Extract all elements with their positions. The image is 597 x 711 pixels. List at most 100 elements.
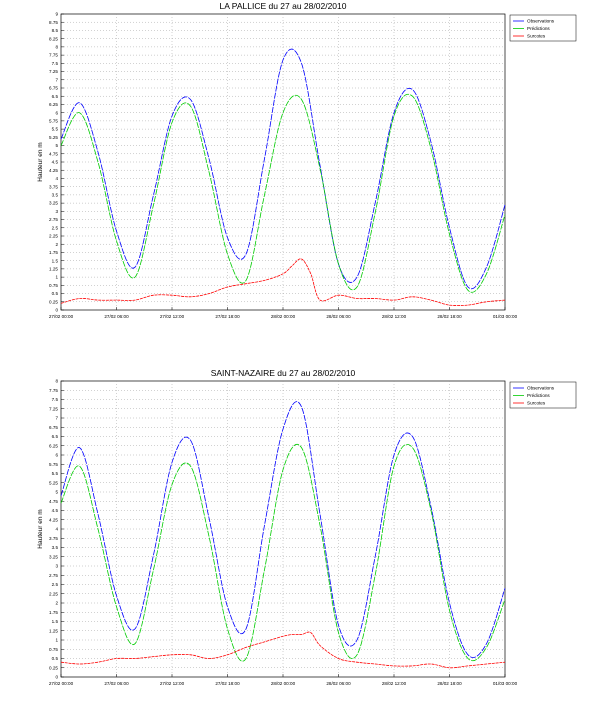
y-tick-label: 2.75 — [49, 573, 58, 578]
y-tick-label: 7 — [55, 416, 58, 421]
y-tick-label: 6.5 — [52, 434, 59, 439]
y-tick-label: 5 — [55, 143, 58, 148]
y-tick-label: 4.75 — [49, 499, 58, 504]
x-tick-label: 27/02 00:00 — [49, 314, 74, 319]
y-tick-label: 1.25 — [49, 628, 58, 633]
y-axis-label: Hauteur en m — [37, 142, 44, 181]
legend-label: Observations — [527, 19, 555, 24]
legend-label: Prédictions — [527, 393, 550, 398]
legend-label: Observations — [527, 386, 555, 391]
series-line-1 — [60, 401, 506, 658]
y-tick-label: 1.25 — [49, 266, 58, 271]
y-tick-label: 5 — [55, 490, 58, 495]
y-tick-label: 7 — [55, 77, 58, 82]
y-tick-label: 1.5 — [52, 258, 59, 263]
y-tick-label: 2.75 — [49, 217, 58, 222]
y-tick-label: 4.25 — [49, 517, 58, 522]
y-tick-label: 5.5 — [52, 471, 59, 476]
y-tick-label: 8 — [55, 379, 58, 384]
y-tick-label: 6.25 — [49, 443, 58, 448]
y-tick-label: 1 — [55, 638, 58, 643]
y-tick-label: 5.5 — [52, 127, 59, 132]
y-tick-label: 5.25 — [49, 480, 58, 485]
y-tick-label: 0.5 — [52, 291, 59, 296]
y-tick-label: 5.25 — [49, 135, 58, 140]
y-tick-label: 4.25 — [49, 168, 58, 173]
y-tick-label: 6 — [55, 453, 58, 458]
y-tick-label: 8.5 — [52, 28, 59, 33]
y-tick-label: 3.75 — [49, 184, 58, 189]
y-tick-label: 8.25 — [49, 36, 58, 41]
chart-title: SAINT-NAZAIRE du 27 au 28/02/2010 — [211, 368, 356, 378]
y-tick-label: 7.75 — [49, 388, 58, 393]
y-tick-label: 4.5 — [52, 160, 59, 165]
y-tick-label: 2 — [55, 242, 58, 247]
y-tick-label: 0 — [55, 675, 58, 680]
y-tick-label: 2.5 — [52, 225, 59, 230]
y-tick-label: 1 — [55, 275, 58, 280]
y-axis-label: Hauteur en m — [37, 509, 44, 548]
y-tick-label: 0.5 — [52, 656, 59, 661]
x-tick-label: 28/02 12:00 — [382, 681, 407, 686]
x-tick-label: 27/02 06:00 — [104, 314, 129, 319]
y-tick-label: 7.5 — [52, 61, 59, 66]
legend-label: Prédictions — [527, 26, 550, 31]
x-tick-label: 28/02 12:00 — [382, 314, 407, 319]
x-tick-label: 27/02 18:00 — [215, 681, 240, 686]
y-tick-label: 0.75 — [49, 283, 58, 288]
y-tick-label: 1.75 — [49, 250, 58, 255]
y-tick-label: 6 — [55, 110, 58, 115]
chart-panel-1: 0 0.25 0.5 0.75 1 1.25 1.5 1.75 2 2.25 2.5 2.75 3 3.2… — [37, 1, 577, 319]
x-tick-label: 28/02 06:00 — [326, 314, 351, 319]
series-line-3 — [60, 631, 506, 669]
y-tick-label: 0.25 — [49, 665, 58, 670]
y-tick-label: 6.75 — [49, 425, 58, 430]
legend-label: Surcotes — [527, 401, 546, 406]
y-tick-label: 3.5 — [52, 192, 59, 197]
y-tick-label: 3 — [55, 209, 58, 214]
y-tick-label: 9 — [55, 12, 58, 17]
series-line-3 — [60, 258, 506, 306]
x-tick-label: 28/02 00:00 — [271, 681, 296, 686]
y-tick-label: 3.25 — [49, 554, 58, 559]
y-tick-label: 0.25 — [49, 299, 58, 304]
y-tick-label: 6.5 — [52, 94, 59, 99]
x-tick-label: 27/02 06:00 — [104, 681, 129, 686]
y-tick-label: 3.25 — [49, 201, 58, 206]
y-tick-label: 2 — [55, 601, 58, 606]
y-tick-label: 7.25 — [49, 406, 58, 411]
x-tick-label: 27/02 00:00 — [49, 681, 74, 686]
x-tick-label: 27/02 12:00 — [160, 681, 185, 686]
x-tick-label: 27/02 12:00 — [160, 314, 185, 319]
y-tick-label: 6.75 — [49, 86, 58, 91]
legend: Observations Prédictions Surcotes — [509, 381, 577, 409]
x-tick-label: 28/02 18:00 — [437, 314, 462, 319]
y-tick-label: 3.5 — [52, 545, 59, 550]
y-tick-label: 2.25 — [49, 234, 58, 239]
y-tick-label: 7.75 — [49, 53, 58, 58]
y-tick-label: 3.75 — [49, 536, 58, 541]
x-tick-label: 27/02 18:00 — [215, 314, 240, 319]
y-tick-label: 8.75 — [49, 20, 58, 25]
x-tick-label: 01/03 00:00 — [493, 314, 518, 319]
y-tick-label: 4.75 — [49, 151, 58, 156]
y-tick-label: 2.25 — [49, 591, 58, 596]
series-line-2 — [60, 93, 506, 293]
y-tick-label: 5.75 — [49, 462, 58, 467]
legend-box — [509, 14, 577, 42]
y-tick-label: 5.75 — [49, 118, 58, 123]
y-tick-label: 4 — [55, 176, 58, 181]
x-tick-label: 01/03 00:00 — [493, 681, 518, 686]
y-tick-label: 8 — [55, 44, 58, 49]
y-tick-label: 0.75 — [49, 647, 58, 652]
series-line-2 — [60, 443, 506, 662]
x-tick-label: 28/02 00:00 — [271, 314, 296, 319]
legend-label: Surcotes — [527, 34, 546, 39]
series-line-1 — [60, 48, 506, 290]
chart-title: LA PALLICE du 27 au 28/02/2010 — [220, 1, 347, 11]
x-tick-label: 28/02 18:00 — [437, 681, 462, 686]
y-tick-label: 7.5 — [52, 397, 59, 402]
legend: Observations Prédictions Surcotes — [509, 14, 577, 42]
y-tick-label: 3 — [55, 564, 58, 569]
